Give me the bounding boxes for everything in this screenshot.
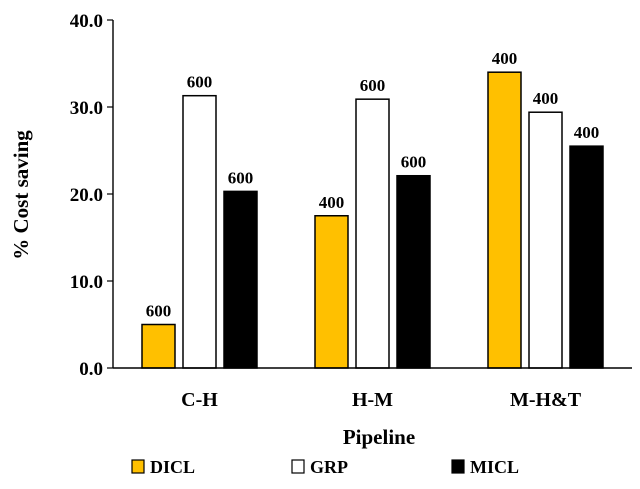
y-axis-title: % Cost saving [9,130,33,260]
legend-swatch-micl [451,459,465,474]
legend-swatch-grp [291,459,305,474]
y-tick-label: 30.0 [70,98,103,119]
bar-micl [569,145,604,369]
bar-micl [223,190,258,369]
plot-area: 0.0 10.0 20.0 30.0 40.0 600 600 600 C-H 400 600 600… [70,11,632,411]
y-tick-label: 0.0 [79,359,103,380]
data-label: 400 [492,49,518,68]
data-label: 400 [319,193,345,212]
y-tick-label: 40.0 [70,11,103,32]
legend-label-micl: MICL [470,457,519,477]
bar-dicl [487,71,522,369]
data-label: 400 [533,89,559,108]
legend-label-grp: GRP [310,457,348,477]
y-tick-label: 10.0 [70,272,103,293]
bar-dicl [141,323,176,369]
data-label: 600 [228,168,254,187]
legend-swatch-dicl [131,459,145,474]
bar-micl [396,174,431,369]
data-label: 600 [187,73,213,92]
bar-grp [182,94,217,369]
data-label: 600 [401,153,427,172]
bar-dicl [314,215,349,369]
bar-grp [355,98,390,369]
x-category-label: C-H [181,389,218,411]
x-category-label: H-M [352,389,393,411]
legend: DICL GRP MICL [131,457,519,477]
data-label: 400 [574,123,600,142]
legend-label-dicl: DICL [150,457,195,477]
bar-grp [528,111,563,369]
y-tick-label: 20.0 [70,185,103,206]
data-label: 600 [360,76,386,95]
x-category-label: M-H&T [510,389,582,411]
x-axis-title: Pipeline [343,425,415,449]
data-label: 600 [146,302,172,321]
